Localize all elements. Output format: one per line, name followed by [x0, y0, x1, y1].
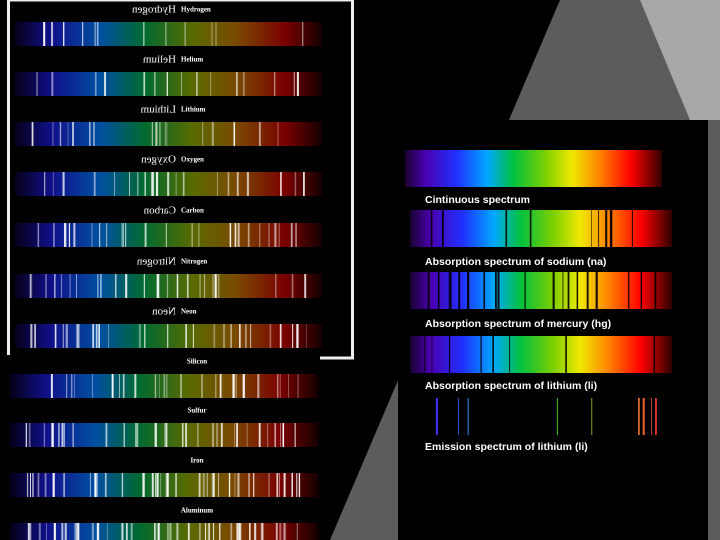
spectrum: [15, 122, 322, 146]
element-label: Sulfur: [187, 407, 206, 415]
element-label: Iron: [190, 457, 203, 465]
spectrum: [15, 274, 322, 298]
element-label: Neon: [181, 308, 197, 316]
caption: Absorption spectrum of mercury (hg): [425, 318, 611, 330]
spectrum-band: [15, 122, 322, 146]
spectrum-band: [10, 523, 318, 540]
element-label: Nitrogen: [181, 258, 207, 266]
mirrored-label: Carbon: [143, 205, 176, 217]
caption: Emission spectrum of lithium (li): [425, 441, 588, 453]
spectrum: [15, 72, 322, 96]
mirrored-label: Nitrogen: [136, 256, 176, 268]
content: Hydrogen Hydrogen Helium Helium Lithium Lithi…: [10, 4, 672, 540]
element-label: Oxygen: [181, 156, 204, 164]
spectrum-band: [410, 398, 672, 435]
element-label: Carbon: [181, 207, 204, 215]
element-label: Lithium: [181, 106, 206, 114]
spectrum-band: [410, 210, 672, 247]
spectrum-band: [15, 324, 322, 348]
element-label: Hydrogen: [181, 6, 211, 14]
caption: Cintinuous spectrum: [425, 194, 530, 206]
spectrum: [410, 210, 672, 247]
mirrored-label: Oxygen: [141, 154, 176, 166]
mirrored-label: Lithium: [140, 104, 176, 116]
spectrum-band: [410, 336, 672, 373]
mirrored-label: Helium: [143, 54, 176, 66]
mirrored-label: Hydrogen: [132, 4, 176, 16]
spectrum-band: [10, 374, 318, 398]
element-label: Helium: [181, 56, 203, 64]
spectrum: [410, 398, 672, 435]
decor-wedge-light: [640, 0, 720, 120]
spectrum-band: [10, 423, 318, 447]
spectrum: [15, 324, 322, 348]
right-panel: [398, 120, 708, 540]
spectrum: [405, 150, 662, 187]
spectrum-band: [15, 72, 322, 96]
spectrum: [15, 22, 322, 46]
spectrum-band: [15, 22, 322, 46]
spectrum: [15, 172, 322, 196]
spectrum: [410, 336, 672, 373]
spectrum: [10, 473, 318, 497]
caption: Absorption spectrum of lithium (li): [425, 380, 597, 392]
spectrum: [15, 223, 322, 247]
spectrum-band: [15, 274, 322, 298]
element-label: Silicon: [187, 358, 207, 366]
spectrum-band: [405, 150, 662, 187]
spectrum: [10, 423, 318, 447]
caption: Absorption spectrum of sodium (na): [425, 256, 606, 268]
spectrum: [10, 523, 318, 540]
spectrum: [10, 374, 318, 398]
mirrored-label: Neon: [152, 306, 176, 318]
spectrum-band: [10, 473, 318, 497]
element-label: Aluminum: [181, 507, 213, 515]
spectrum: [410, 272, 672, 309]
